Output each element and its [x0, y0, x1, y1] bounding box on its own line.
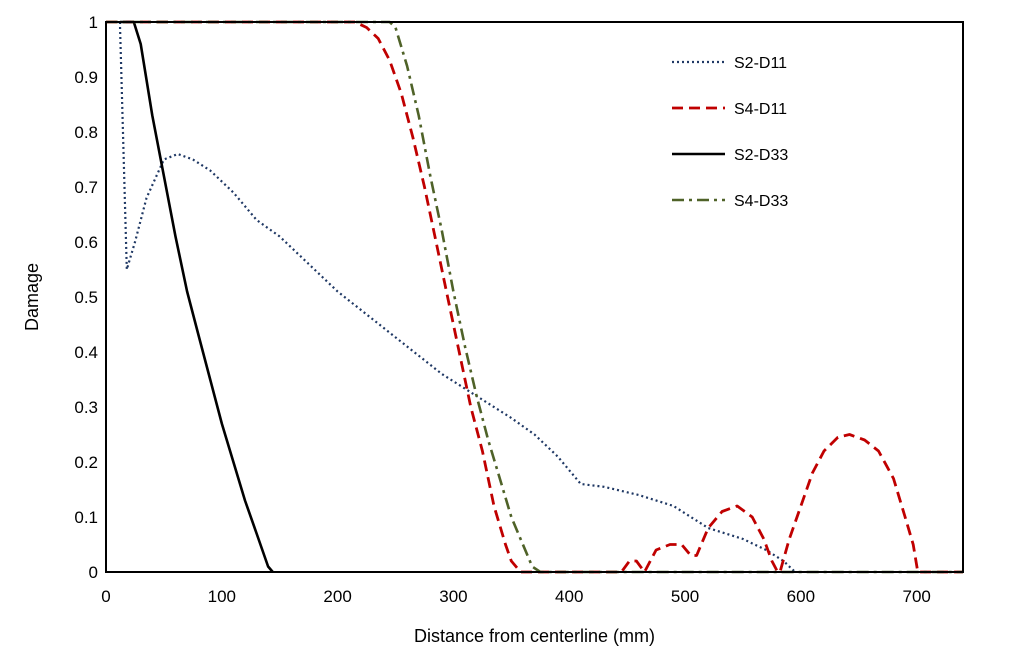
y-tick-label-7: 0.7	[74, 178, 98, 197]
legend-label-s4-d33: S4-D33	[734, 193, 788, 210]
y-tick-label-6: 0.6	[74, 233, 98, 252]
x-tick-label-4: 400	[555, 587, 583, 606]
x-tick-label-5: 500	[671, 587, 699, 606]
x-axis-label: Distance from centerline (mm)	[414, 626, 655, 646]
y-tick-label-10: 1	[89, 13, 98, 32]
x-tick-label-1: 100	[208, 587, 236, 606]
y-tick-label-9: 0.9	[74, 68, 98, 87]
x-tick-label-6: 600	[787, 587, 815, 606]
series-line-s4-d33	[106, 20, 963, 574]
y-tick-label-2: 0.2	[74, 453, 98, 472]
y-tick-label-4: 0.4	[74, 343, 98, 362]
y-tick-label-0: 0	[89, 563, 98, 582]
x-tick-label-0: 0	[101, 587, 110, 606]
tick-labels: 0 100 200 300 400 500 600 700 0 0.1 0.2 0.3 0.4 0.5 0.…	[74, 13, 931, 606]
plot-frame	[105, 21, 964, 573]
x-tick-label-2: 200	[323, 587, 351, 606]
legend: S2-D11 S4-D11 S2-D33 S4-D33	[672, 55, 788, 210]
x-tick-label-7: 700	[902, 587, 930, 606]
series-line-s2-d11	[118, 21, 796, 573]
x-tick-label-3: 300	[439, 587, 467, 606]
legend-label-s2-d11: S2-D11	[734, 55, 787, 72]
series-line-s4-d11	[106, 20, 963, 574]
legend-label-s2-d33: S2-D33	[734, 147, 788, 164]
series-line-s2-d33	[119, 20, 274, 573]
y-tick-label-1: 0.1	[74, 508, 98, 527]
legend-label-s4-d11: S4-D11	[734, 101, 787, 118]
y-tick-label-3: 0.3	[74, 398, 98, 417]
y-tick-label-5: 0.5	[74, 288, 98, 307]
y-tick-label-8: 0.8	[74, 123, 98, 142]
y-axis-label: Damage	[22, 263, 42, 331]
series-lines	[106, 20, 963, 574]
